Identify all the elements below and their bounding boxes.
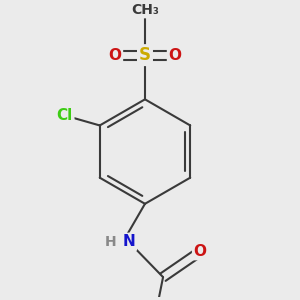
Text: Cl: Cl (56, 108, 73, 123)
Text: S: S (139, 46, 151, 64)
Text: N: N (122, 235, 135, 250)
Text: O: O (169, 48, 182, 63)
Text: CH₃: CH₃ (131, 3, 159, 17)
Text: O: O (108, 48, 121, 63)
Text: H: H (105, 235, 117, 249)
Text: O: O (194, 244, 207, 259)
